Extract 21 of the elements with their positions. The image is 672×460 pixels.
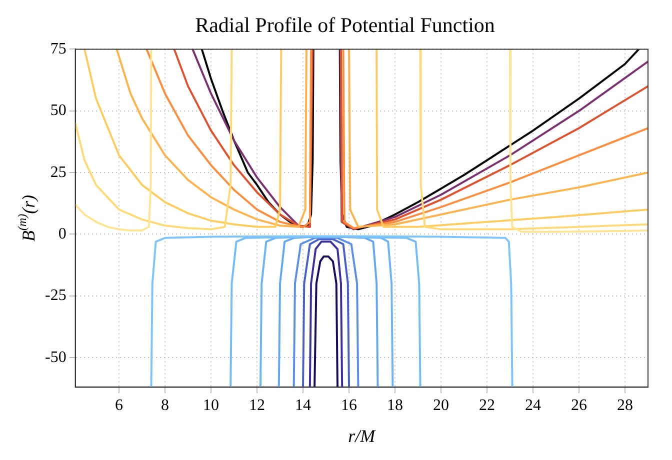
- x-tick-label: 16: [341, 397, 358, 414]
- y-tick-label: 25: [50, 164, 66, 181]
- chart-title: Radial Profile of Potential Function: [195, 13, 496, 38]
- y-tick-label: -50: [45, 348, 66, 366]
- x-tick-label: 26: [571, 397, 588, 414]
- x-tick-label: 14: [295, 397, 312, 414]
- y-axis-title: B(m)(r): [15, 194, 39, 242]
- x-tick-label: 28: [617, 397, 633, 414]
- y-tick-label: 75: [50, 40, 66, 58]
- x-tick-label: 24: [525, 397, 542, 414]
- y-tick-label: 50: [50, 102, 66, 120]
- x-tick-label: 18: [387, 397, 404, 414]
- x-tick-label: 10: [203, 397, 220, 414]
- x-tick-label: 8: [161, 397, 170, 414]
- x-tick-label: 22: [479, 397, 496, 414]
- x-tick-label: 12: [249, 397, 266, 414]
- x-tick-label: 6: [115, 397, 124, 414]
- x-axis-title: r/M: [348, 426, 376, 446]
- x-tick-label: 20: [433, 397, 450, 414]
- y-tick-label: 0: [58, 225, 66, 242]
- y-tick-label: -25: [45, 287, 66, 304]
